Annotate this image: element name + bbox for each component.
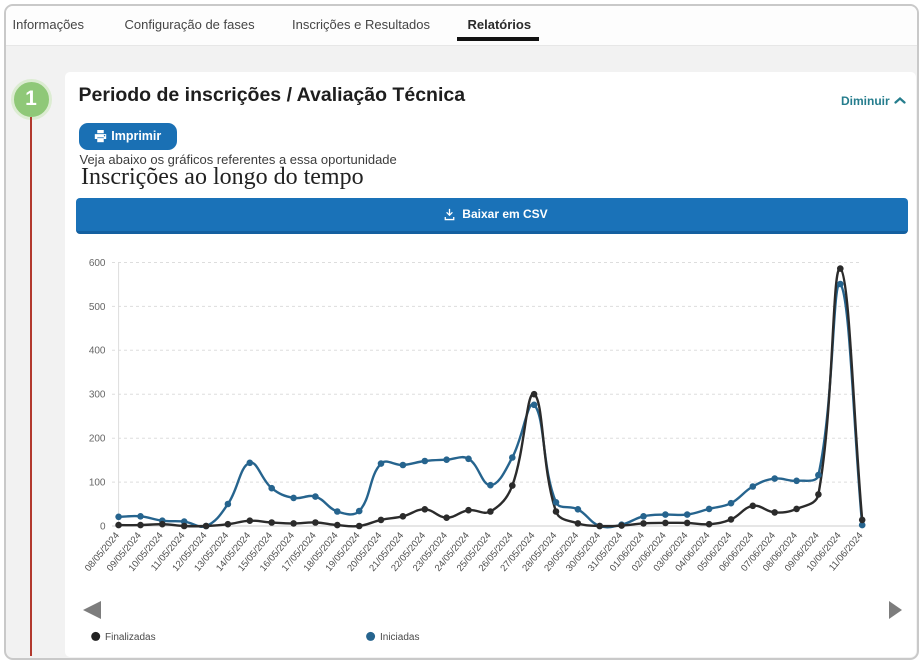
svg-text:200: 200 bbox=[89, 434, 106, 445]
svg-text:Finalizadas: Finalizadas bbox=[105, 632, 156, 643]
svg-text:Iniciadas: Iniciadas bbox=[380, 632, 419, 643]
svg-text:0: 0 bbox=[100, 521, 106, 532]
svg-text:300: 300 bbox=[89, 390, 106, 401]
svg-text:500: 500 bbox=[89, 302, 106, 313]
svg-text:400: 400 bbox=[89, 346, 106, 357]
svg-text:100: 100 bbox=[89, 478, 106, 489]
svg-text:600: 600 bbox=[89, 258, 106, 269]
